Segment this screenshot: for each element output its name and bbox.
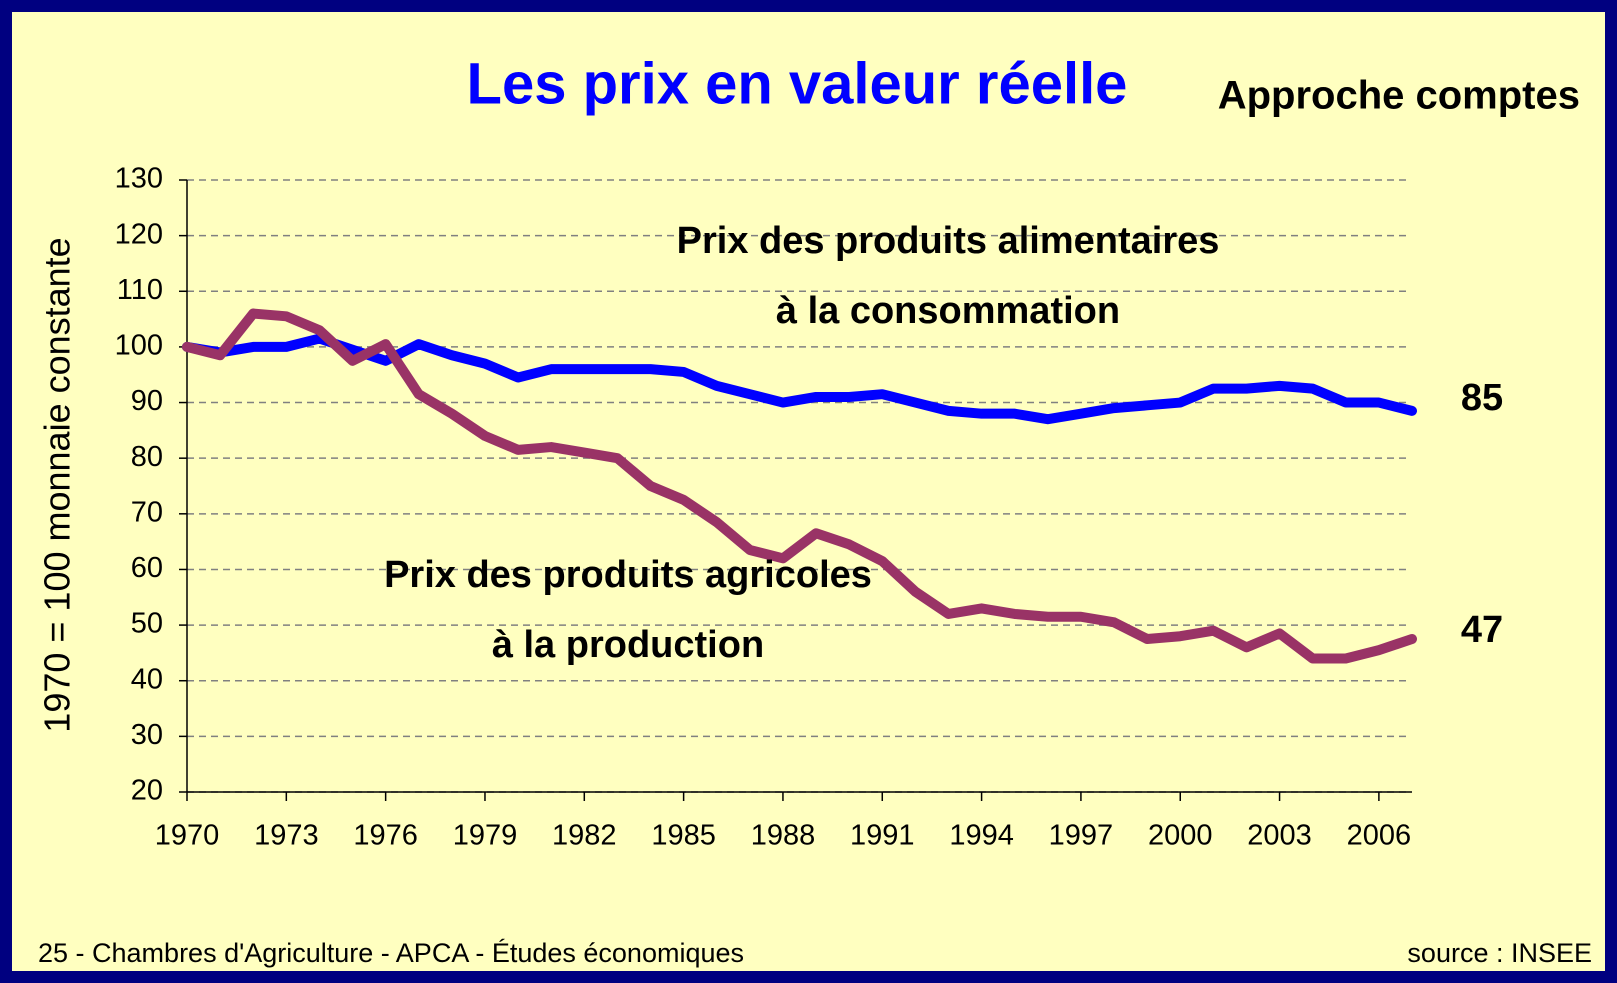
y-tick-label: 20: [131, 775, 163, 807]
x-tick-label: 1976: [353, 820, 418, 852]
series-label: à la production: [492, 624, 764, 666]
x-tick-label: 1997: [1049, 820, 1114, 852]
x-tick-label: 1973: [254, 820, 319, 852]
x-tick-label: 1982: [552, 820, 617, 852]
x-tick-label: 1970: [155, 820, 220, 852]
chart-title: Les prix en valeur réelle: [467, 51, 1128, 116]
y-tick-label: 40: [131, 663, 163, 695]
series-label: à la consommation: [776, 290, 1120, 332]
y-tick-label: 60: [131, 552, 163, 584]
x-tick-label: 2006: [1347, 820, 1412, 852]
series-label: Prix des produits agricoles: [384, 554, 872, 596]
y-tick-label: 50: [131, 608, 163, 640]
footer: 25 - Chambres d'Agriculture - APCA - Étu…: [38, 938, 744, 968]
x-tick-label: 1994: [949, 820, 1014, 852]
series-line: [182, 308, 1417, 664]
y-axis-label: 1970 = 100 monnaie constante: [37, 237, 78, 732]
y-tick-label: 70: [131, 496, 163, 528]
subtitle: Approche comptes: [1218, 74, 1580, 118]
x-tick-label: 1991: [850, 820, 915, 852]
x-tick-label: 2003: [1247, 820, 1312, 852]
x-tick-label: 1985: [651, 820, 716, 852]
y-tick-label: 100: [115, 330, 163, 362]
x-tick-label: 1988: [751, 820, 816, 852]
x-tick-label: 2000: [1148, 820, 1213, 852]
series-label: Prix des produits alimentaires: [677, 220, 1220, 262]
y-tick-label: 90: [131, 385, 163, 417]
y-tick-label: 110: [117, 274, 163, 306]
y-tick-label: 80: [131, 441, 163, 473]
background: [12, 12, 1605, 971]
x-tick-label: 1979: [453, 820, 518, 852]
end-label: 85: [1461, 377, 1503, 419]
y-tick-label: 30: [131, 719, 163, 751]
end-label: 47: [1461, 609, 1503, 651]
y-tick-label: 130: [115, 163, 163, 195]
source: source : INSEE: [1407, 938, 1592, 968]
y-tick-label: 120: [115, 218, 163, 250]
